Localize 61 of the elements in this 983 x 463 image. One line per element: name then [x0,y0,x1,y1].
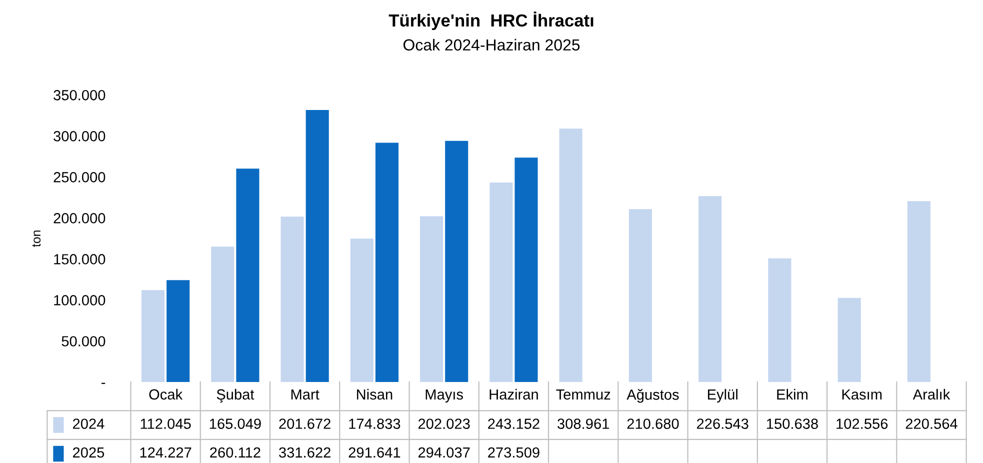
y-tick-label: 250.000 [54,172,106,182]
y-tick-label: 350.000 [54,90,106,100]
data-label: 273.509 [488,447,540,458]
data-label: 112.045 [140,418,191,429]
x-tick-label: Eylül [708,388,738,403]
bar [628,209,652,382]
data-label: 291.641 [348,447,400,458]
legend-label: 2025 [72,447,104,458]
x-tick-label: Şubat [216,388,254,403]
bar [211,246,234,382]
legend-label: 2024 [72,418,104,429]
x-tick-label: Mart [291,389,320,400]
y-tick-label: 200.000 [54,213,106,224]
data-label: 226.543 [696,418,748,429]
y-tick-label: 300.000 [54,131,106,142]
bar [375,142,399,382]
x-tick-label: Nisan [356,388,392,400]
bar [514,158,538,382]
bar [490,182,513,382]
data-label: 210.680 [627,418,679,429]
x-tick-label: Aralık [912,388,950,400]
bar [236,168,260,382]
data-label: 243.152 [488,418,540,429]
bar [420,216,444,382]
x-tick-label: Temmuz [556,389,610,400]
x-tick-label: Haziran [490,388,538,400]
x-tick-label: Ağustos [626,388,679,403]
bar [141,290,165,382]
data-label: 124.227 [140,447,192,458]
bar [445,140,468,382]
data-label: 220.564 [906,418,958,429]
bar [768,258,792,382]
y-axis-title: ton [32,230,41,247]
chart-title: Türkiye'nin HRC İhracatı [388,12,594,30]
data-label: 260.112 [210,447,260,458]
data-label: 294.037 [418,447,470,458]
data-label: 202.023 [418,418,470,429]
y-tick-label: 50.000 [62,336,106,346]
data-label: 331.622 [279,447,330,458]
y-tick-label: - [102,382,106,384]
data-label: 102.556 [836,418,888,429]
data-label: 165.049 [210,418,261,429]
x-tick-label: Kasım [842,389,882,400]
data-label: 308.961 [558,418,609,429]
bar [306,110,329,382]
data-label: 150.638 [766,418,818,429]
y-tick-label: 100.000 [54,295,106,306]
chart-subtitle: Ocak 2024-Haziran 2025 [403,38,580,51]
bar [698,196,722,382]
data-label: 174.833 [349,418,400,429]
bar [559,128,582,382]
bar [166,280,190,382]
bar [838,298,861,382]
bar [907,201,930,382]
x-tick-label: Mayıs [426,389,463,403]
y-tick-label: 150.000 [54,254,106,264]
bar [280,216,304,382]
x-tick-label: Ekim [777,388,808,400]
x-tick-label: Ocak [149,388,183,400]
bar [350,238,374,382]
data-label: 201.672 [279,418,330,429]
